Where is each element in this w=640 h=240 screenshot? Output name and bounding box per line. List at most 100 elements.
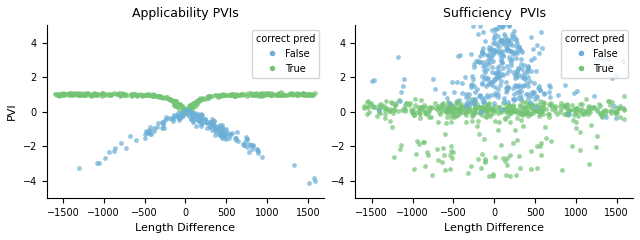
Point <box>463 171 474 175</box>
Point <box>609 110 620 114</box>
Point <box>399 106 409 110</box>
Point <box>470 107 480 111</box>
Point <box>116 92 127 96</box>
Point <box>380 116 390 120</box>
Point <box>525 112 535 116</box>
Point <box>282 93 292 97</box>
Point <box>481 115 491 119</box>
Point <box>529 90 539 94</box>
Point <box>52 93 63 97</box>
Point <box>131 138 141 142</box>
Point <box>513 66 523 70</box>
Point <box>149 93 159 97</box>
Point <box>461 109 472 113</box>
Point <box>180 108 190 112</box>
Point <box>493 26 503 30</box>
Point <box>484 45 494 49</box>
Point <box>446 115 456 119</box>
Point <box>516 57 526 61</box>
Point <box>57 92 67 96</box>
Point <box>478 64 488 68</box>
Point <box>395 147 405 151</box>
Point <box>592 107 602 111</box>
Point <box>497 38 507 42</box>
Point <box>512 51 522 55</box>
Point <box>486 80 496 84</box>
Point <box>570 106 580 110</box>
Point <box>619 108 629 112</box>
Point <box>483 102 493 106</box>
Point <box>485 60 495 63</box>
Point <box>309 176 319 180</box>
Point <box>515 112 525 116</box>
Point <box>170 99 180 102</box>
Point <box>489 79 499 83</box>
Point <box>214 132 224 136</box>
Point <box>520 111 530 114</box>
Point <box>572 106 582 110</box>
Point <box>302 92 312 96</box>
Point <box>225 132 235 136</box>
Point <box>426 106 436 110</box>
Point <box>70 92 80 96</box>
Point <box>498 38 508 42</box>
Point <box>186 110 196 114</box>
Point <box>182 109 192 113</box>
Point <box>532 166 542 170</box>
Point <box>217 130 227 133</box>
Point <box>447 156 457 160</box>
Point <box>298 91 308 95</box>
Point <box>86 93 97 97</box>
Point <box>421 111 431 115</box>
Point <box>195 119 205 123</box>
Point <box>536 153 547 157</box>
Point <box>131 94 141 97</box>
Point <box>182 107 193 110</box>
Point <box>197 116 207 120</box>
Point <box>463 106 474 109</box>
Point <box>453 101 463 105</box>
Point <box>517 111 527 115</box>
Point <box>532 109 542 113</box>
Point <box>303 93 314 96</box>
Point <box>501 80 511 84</box>
Point <box>223 137 234 140</box>
Point <box>367 79 378 83</box>
Point <box>250 93 260 96</box>
Point <box>141 93 151 97</box>
Point <box>195 99 205 102</box>
Point <box>144 92 154 96</box>
Point <box>197 121 207 125</box>
Point <box>243 91 253 95</box>
Point <box>433 120 444 124</box>
Point <box>194 98 204 102</box>
Point <box>572 89 582 93</box>
Point <box>559 103 569 107</box>
Point <box>508 52 518 56</box>
Point <box>564 109 575 113</box>
Point <box>476 166 486 170</box>
Point <box>497 72 507 76</box>
Point <box>460 104 470 108</box>
Point <box>184 114 194 118</box>
Point <box>477 49 488 53</box>
Point <box>494 69 504 73</box>
Point <box>365 101 376 105</box>
Point <box>228 94 239 98</box>
Point <box>188 102 198 105</box>
Point <box>415 112 425 116</box>
Point <box>200 117 210 121</box>
Point <box>437 102 447 106</box>
Point <box>501 163 511 167</box>
Point <box>492 108 502 112</box>
Point <box>506 59 516 62</box>
Point <box>498 66 508 69</box>
Point <box>211 127 221 131</box>
Point <box>526 35 536 38</box>
Point <box>502 85 513 89</box>
Point <box>554 110 564 114</box>
Point <box>220 132 230 135</box>
Point <box>102 92 113 96</box>
Point <box>305 93 316 97</box>
Point <box>488 174 499 178</box>
